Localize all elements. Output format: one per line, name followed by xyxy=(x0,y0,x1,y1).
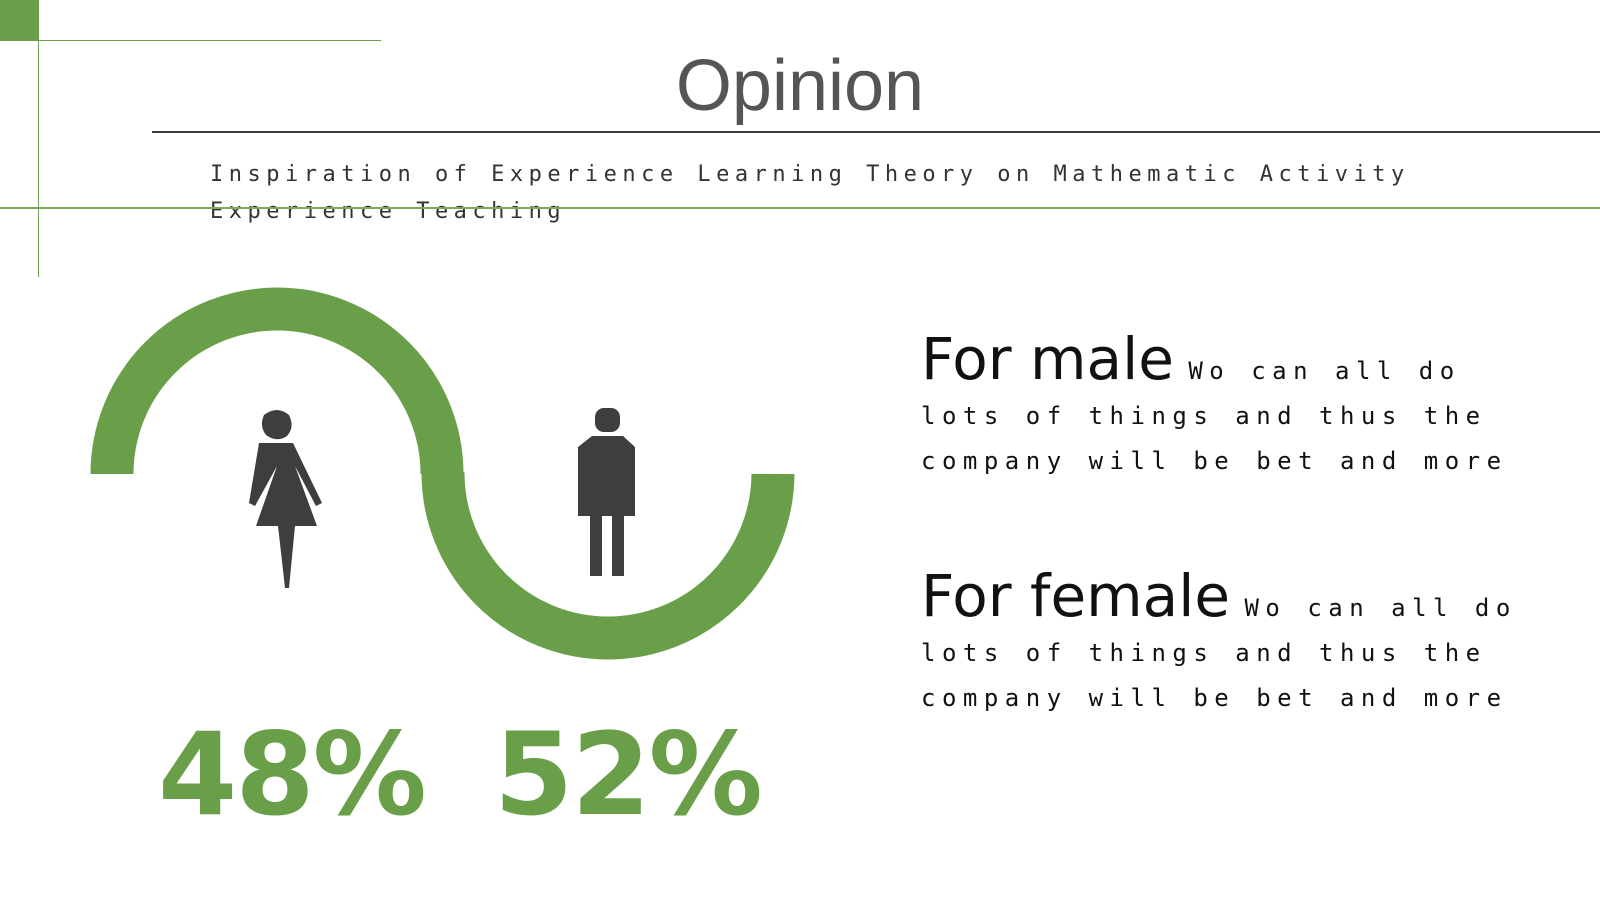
male-text-block: For male Wo can all do lots of things an… xyxy=(921,325,1591,484)
male-icon xyxy=(578,408,635,576)
female-icon xyxy=(249,410,322,588)
wave-graphic xyxy=(90,287,795,660)
block-text: lots of things and thus the xyxy=(921,639,1487,667)
decorative-line xyxy=(38,0,39,277)
upper-arc xyxy=(90,287,464,475)
decorative-line xyxy=(0,40,381,41)
block-text: company will be bet and more xyxy=(921,447,1508,475)
title-divider xyxy=(152,131,1600,133)
block-text: company will be bet and more xyxy=(921,684,1508,712)
female-text-block: For female Wo can all do lots of things … xyxy=(921,562,1591,721)
subtitle: Inspiration of Experience Learning Theor… xyxy=(210,162,1410,224)
page-title: Opinion xyxy=(675,46,925,126)
female-percentage: 48% xyxy=(158,708,427,841)
decorative-line xyxy=(0,207,1600,209)
block-text: Wo can all do xyxy=(1188,357,1461,385)
male-percentage: 52% xyxy=(494,708,763,841)
block-heading: For male xyxy=(921,325,1174,393)
corner-accent-square xyxy=(0,0,39,40)
block-text: Wo can all do xyxy=(1244,594,1517,622)
lower-arc xyxy=(421,471,795,660)
block-heading: For female xyxy=(921,562,1231,630)
block-text: lots of things and thus the xyxy=(921,402,1487,430)
